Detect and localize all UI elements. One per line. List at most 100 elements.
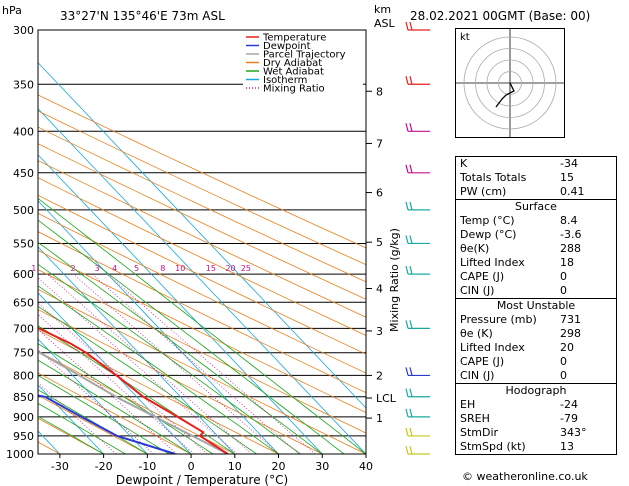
index-value: 0: [560, 284, 567, 297]
dry-adiabat-130: [38, 126, 366, 283]
wind-barb: [405, 123, 430, 132]
index-label: θe(K): [460, 242, 490, 255]
index-value: -3.6: [560, 228, 582, 241]
chart-traces: [38, 326, 229, 454]
index-row: PW (cm) 0.41: [456, 185, 616, 199]
wet-adiabat-40: [38, 197, 366, 454]
wind-barb-feather: [405, 445, 409, 455]
mixing-ratio-label: 2: [71, 264, 76, 273]
mixing-ratio-label: 5: [134, 264, 139, 273]
pressure-tick-label: 850: [13, 391, 34, 404]
legend-entry: Temperature: [262, 33, 326, 44]
wind-barb: [405, 235, 430, 245]
dry-adiabat-40: [38, 288, 366, 454]
legend-background: [243, 31, 363, 93]
km-label: km: [374, 3, 391, 16]
hodograph-rings: [456, 29, 564, 137]
index-label: Lifted Index: [460, 341, 525, 354]
wind-barb: [405, 388, 430, 398]
index-label: Dewp (°C): [460, 228, 517, 241]
hodograph-trace: [495, 82, 515, 108]
pressure-tick-label: 400: [13, 125, 34, 138]
index-row: StmSpd (kt) 13: [456, 440, 616, 454]
index-label: StmDir: [460, 426, 499, 439]
mixing-ratio-label: 15: [206, 264, 216, 273]
wind-barb-feather: [409, 76, 413, 85]
mixing-ratio-axis-title: Mixing Ratio (g/kg): [388, 228, 401, 332]
dry-adiabat-110: [38, 160, 366, 318]
wind-barbs: [405, 21, 430, 455]
legend-entry: Isotherm: [263, 75, 307, 86]
pressure-tick-label: 700: [13, 322, 34, 335]
index-label: K: [460, 157, 468, 170]
wind-barb-feather: [409, 123, 413, 132]
unstable-indices: Pressure (mb) 731 θe (K) 298 Lifted Index 20 C…: [456, 313, 616, 383]
wet-adiabat-25: [38, 263, 301, 454]
isotherm--10: [38, 338, 148, 454]
dry-adiabat-50: [38, 269, 366, 434]
datetime-title: 28.02.2021 00GMT (Base: 00): [410, 9, 590, 23]
indices-top: K -34 Totals Totals 15 PW (cm) 0.41: [456, 157, 616, 199]
legend-entry: Wet Adiabat: [263, 67, 324, 78]
index-row: K -34: [456, 157, 616, 171]
index-label: SREH: [460, 412, 490, 425]
pressure-tick-label: 900: [13, 411, 34, 424]
pressure-tick-label: 350: [13, 78, 34, 91]
wet-adiabat--10: [38, 389, 148, 454]
height-tick-label: 8: [376, 85, 383, 98]
index-label: Temp (°C): [460, 214, 515, 227]
wind-barb: [405, 201, 430, 211]
index-label: Totals Totals: [460, 171, 527, 184]
temp-tick-label: -20: [95, 460, 113, 473]
hpa-label: hPa: [2, 4, 22, 17]
dry-adiabat-70: [38, 231, 366, 394]
hodograph-ring: [486, 59, 534, 107]
wind-barb: [405, 320, 430, 329]
wet-adiabat-10: [38, 325, 236, 454]
pressure-tick-label: 800: [13, 369, 34, 382]
index-label: CAPE (J): [460, 270, 505, 283]
wind-barb-feather: [409, 408, 413, 418]
wet-adiabat-0: [38, 359, 192, 454]
wind-barb: [405, 164, 430, 174]
index-label: PW (cm): [460, 185, 507, 198]
surface-header: Surface: [456, 199, 616, 214]
wet-adiabat-20: [38, 285, 279, 454]
dry-adiabat-140: [38, 110, 366, 266]
index-label: θe (K): [460, 327, 493, 340]
dry-adiabat-80: [38, 212, 366, 374]
index-row: CIN (J) 0: [456, 369, 616, 383]
dry-adiabat-10: [38, 350, 235, 454]
wind-barb: [405, 21, 430, 31]
mixing-ratio-2: [38, 349, 154, 454]
wind-barb-feather: [409, 388, 413, 397]
temp-tick-label: 40: [359, 460, 373, 473]
mixing-ratio-20: [91, 273, 300, 454]
temp-tick-label: -10: [138, 460, 156, 473]
wet-adiabat-35: [38, 219, 345, 454]
height-tick-label: 3: [376, 325, 383, 338]
index-value: -24: [560, 398, 578, 411]
wind-barb-feather: [405, 388, 409, 397]
wind-barb-feather: [409, 164, 413, 173]
height-tick-label: 7: [376, 137, 383, 150]
wind-barb-feather: [409, 445, 413, 455]
index-row: SREH -79: [456, 412, 616, 426]
height-tick-label: 5: [376, 236, 383, 249]
height-tick-label: 1: [376, 412, 383, 425]
hodograph-indices: EH -24 SREH -79 StmDir 343° StmSpd (kt) 13: [456, 398, 616, 454]
dry-adiabat--10: [38, 394, 148, 454]
height-tick-label: 4: [376, 282, 383, 295]
dry-adiabat-100: [38, 177, 366, 336]
index-value: 8.4: [560, 214, 578, 227]
index-row: Pressure (mb) 731: [456, 313, 616, 327]
chart-axes: 1 2 3 4 5 8 10 15 20 2530035040045050055060065070…: [6, 24, 397, 473]
mixing-ratio-label: 1: [31, 264, 36, 273]
height-tick-label: LCL: [376, 392, 397, 405]
wind-barb-feather: [409, 21, 413, 31]
mixing-ratio-label: 3: [95, 264, 100, 273]
wind-barb-feather: [409, 201, 413, 211]
pressure-tick-label: 550: [13, 237, 34, 250]
surface-indices: Temp (°C) 8.4 Dewp (°C) -3.6 θe(K) 288 Lifted …: [456, 214, 616, 298]
